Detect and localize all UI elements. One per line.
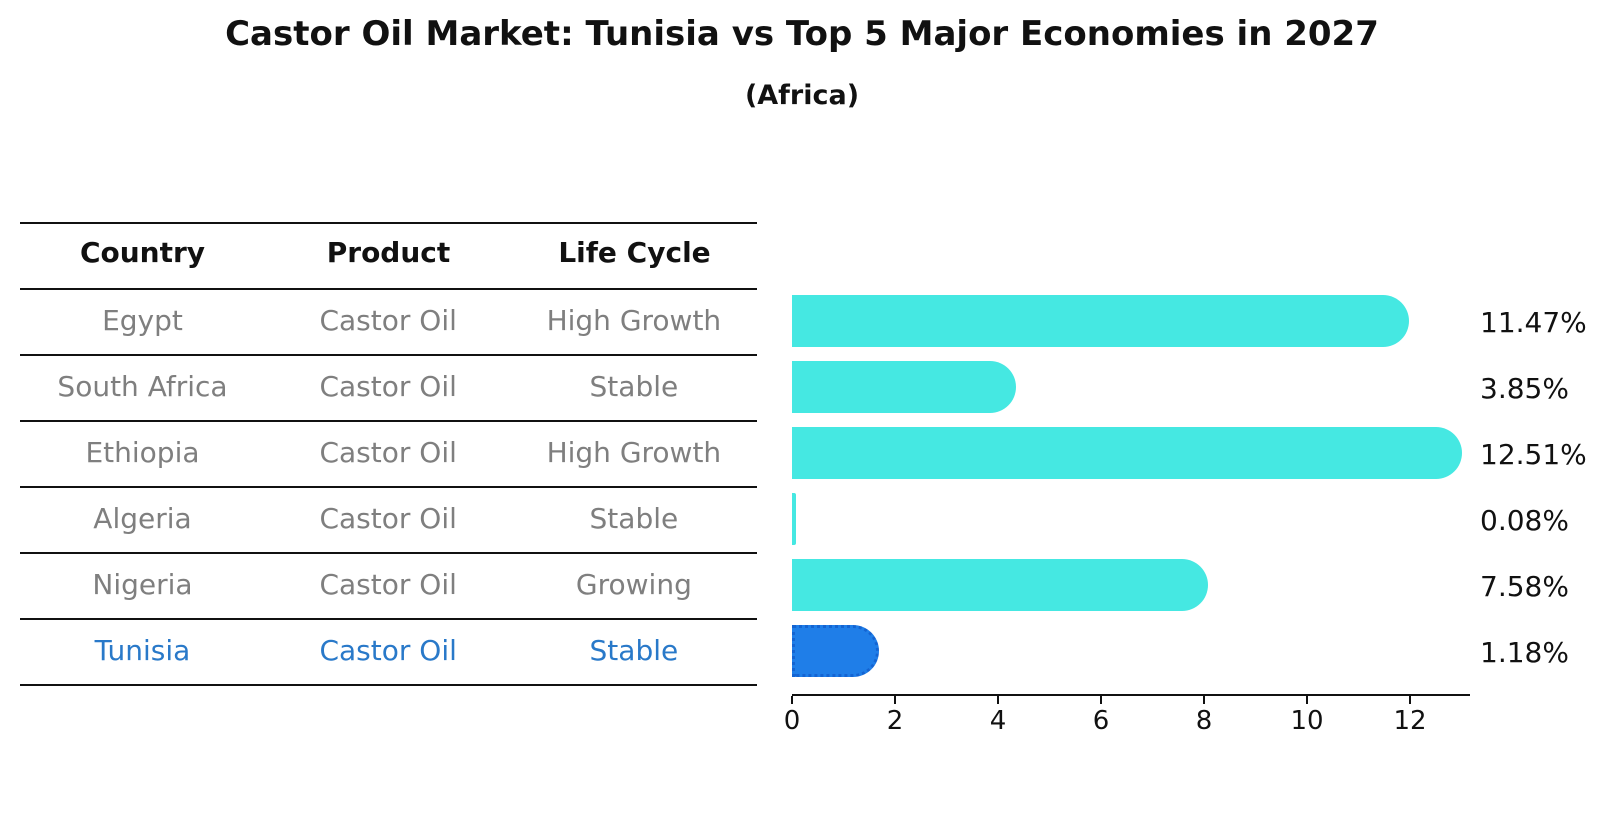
chart-subtitle: (Africa) [744,80,860,111]
table-rule [20,552,757,554]
x-axis-tick-label: 10 [1290,706,1324,736]
table-cell-country: Tunisia [94,634,191,667]
table-rule [20,354,757,356]
bar-value-label: 11.47% [1480,306,1587,339]
table-cell-product: Castor Oil [319,370,457,403]
table-cell-life-cycle: Stable [589,370,679,403]
x-axis-line [792,694,1470,696]
bar-ethiopia [792,427,1462,479]
table-cell-product: Castor Oil [319,304,457,337]
x-axis-tick-label: 0 [783,706,801,736]
table-cell-country: Egypt [102,304,183,337]
table-header-lifecycle: Life Cycle [558,236,711,269]
table-rule [20,222,757,224]
x-axis-tick-mark [1409,696,1411,704]
table-cell-product: Castor Oil [319,502,457,535]
table-cell-country: Algeria [93,502,192,535]
table-cell-product: Castor Oil [319,568,457,601]
table-cell-country: South Africa [57,370,228,403]
table-cell-life-cycle: Growing [575,568,692,601]
table-rule [20,684,757,686]
table-cell-life-cycle: High Growth [546,304,722,337]
table-cell-country: Ethiopia [85,436,200,469]
bar-value-label: 1.18% [1480,636,1569,669]
x-axis-tick-label: 12 [1393,706,1427,736]
table-header-country: Country [79,236,206,269]
table-rule [20,486,757,488]
bar-south-africa [792,361,1016,413]
bar-nigeria [792,559,1208,611]
bar-value-label: 0.08% [1480,504,1569,537]
table-rule [20,420,757,422]
chart-title: Castor Oil Market: Tunisia vs Top 5 Majo… [225,14,1379,54]
x-axis-tick-mark [997,696,999,704]
table-cell-product: Castor Oil [319,436,457,469]
bar-value-label: 7.58% [1480,570,1569,603]
x-axis-tick-label: 8 [1195,706,1213,736]
table-cell-life-cycle: High Growth [546,436,722,469]
x-axis-tick-label: 4 [989,706,1007,736]
x-axis-tick-mark [1100,696,1102,704]
table-cell-life-cycle: Stable [589,502,679,535]
bar-highlight-tunisia [792,625,879,677]
table-cell-country: Nigeria [92,568,193,601]
x-axis-tick-label: 6 [1092,706,1110,736]
x-axis-tick-mark [894,696,896,704]
bar-value-label: 12.51% [1480,438,1587,471]
bar-egypt [792,295,1409,347]
x-axis-tick-label: 2 [886,706,904,736]
x-axis-tick-mark [791,696,793,704]
table-rule [20,618,757,620]
x-axis-tick-mark [1203,696,1205,704]
bar-value-label: 3.85% [1480,372,1569,405]
table-cell-product: Castor Oil [319,634,457,667]
bar-algeria [792,493,796,545]
table-rule [20,288,757,290]
table-header-product: Product [326,236,451,269]
x-axis-tick-mark [1306,696,1308,704]
table-cell-life-cycle: Stable [589,634,679,667]
